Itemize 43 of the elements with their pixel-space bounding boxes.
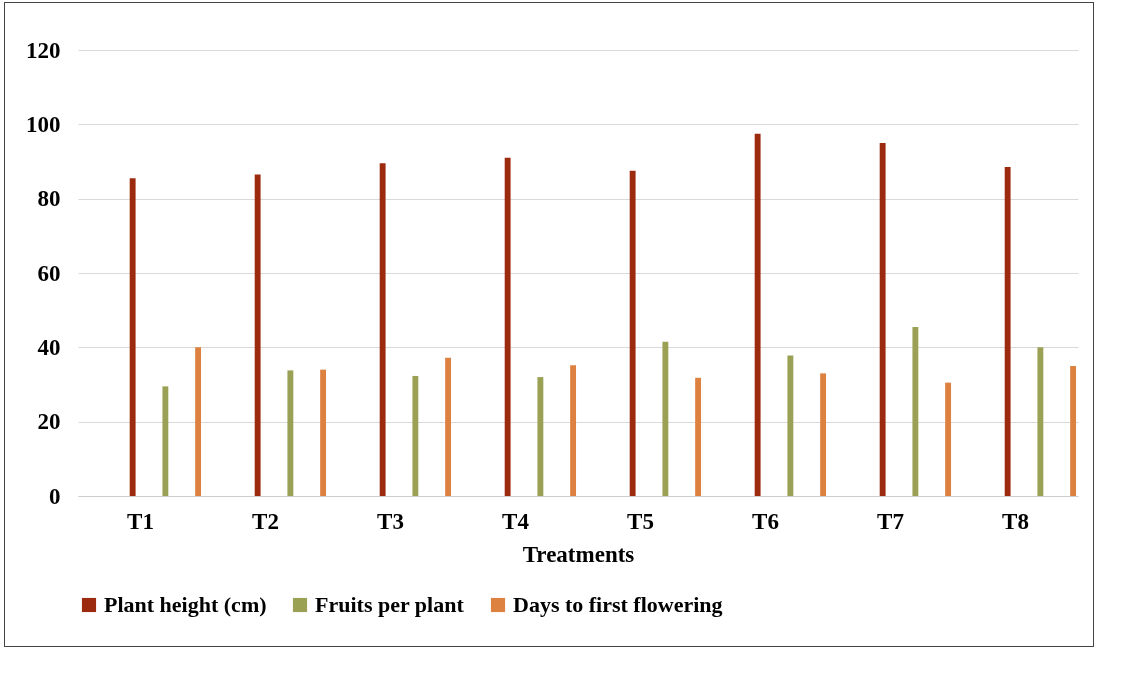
bar <box>254 174 261 496</box>
y-tick-label: 120 <box>26 37 61 63</box>
x-tick-label: T4 <box>502 508 530 534</box>
bar <box>287 370 294 496</box>
legend-label: Plant height (cm) <box>104 592 267 617</box>
bar <box>379 163 386 496</box>
bar <box>129 178 136 496</box>
bar <box>412 375 419 496</box>
bar <box>945 382 952 496</box>
x-tick-label: T8 <box>1002 508 1029 534</box>
x-tick-label: T2 <box>252 508 279 534</box>
bar <box>504 157 511 496</box>
bar <box>445 357 452 496</box>
bar <box>787 355 794 496</box>
bar <box>320 369 327 496</box>
x-tick-label: T7 <box>877 508 904 534</box>
bar <box>820 373 827 496</box>
bar <box>879 142 886 496</box>
y-tick-label: 20 <box>37 409 61 435</box>
y-tick-label: 60 <box>37 260 61 286</box>
bar <box>570 365 577 496</box>
bar <box>695 377 702 496</box>
x-tick-label: T6 <box>752 508 779 534</box>
bar <box>662 341 669 496</box>
x-tick-label: T1 <box>127 508 154 534</box>
x-tick-label: T5 <box>627 508 654 534</box>
bar <box>754 133 761 496</box>
x-axis-title: Treatments <box>522 541 635 567</box>
bar <box>1004 167 1011 496</box>
bar <box>162 386 169 496</box>
bar <box>1037 347 1044 496</box>
bar <box>912 326 919 496</box>
y-tick-label: 80 <box>37 186 61 212</box>
bar <box>195 347 202 496</box>
y-tick-label: 0 <box>49 483 61 509</box>
y-tick-label: 40 <box>37 334 61 360</box>
legend-label: Days to first flowering <box>513 592 723 617</box>
bar <box>1070 365 1077 496</box>
x-tick-label: T3 <box>377 508 404 534</box>
bar <box>537 377 544 496</box>
y-tick-label: 100 <box>26 111 61 137</box>
legend-label: Fruits per plant <box>315 592 465 617</box>
bar <box>629 170 636 496</box>
